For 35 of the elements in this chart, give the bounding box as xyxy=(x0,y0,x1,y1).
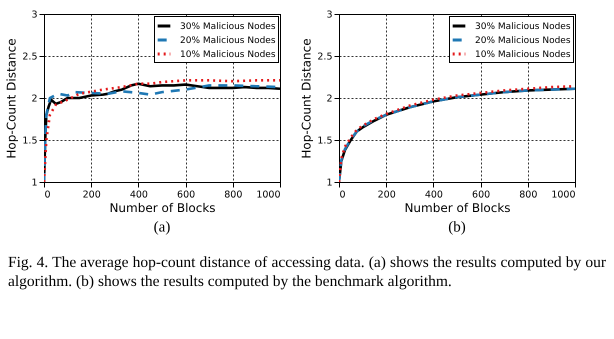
y-tick-label: 2 xyxy=(326,94,332,104)
y-tick-label: 3 xyxy=(31,10,38,20)
x-tick-label: 1000 xyxy=(551,190,576,200)
legend-label: 20% Malicious Nodes xyxy=(475,36,571,46)
y-tick-label: 1 xyxy=(326,178,332,188)
y-tick-label: 3 xyxy=(326,10,332,20)
legend-label: 10% Malicious Nodes xyxy=(180,50,276,60)
legend-label: 20% Malicious Nodes xyxy=(180,36,276,46)
legend-label: 30% Malicious Nodes xyxy=(180,22,276,32)
x-tick-label: 600 xyxy=(472,190,490,200)
y-tick-label: 1 xyxy=(31,178,38,188)
y-axis-title: Hop-Count Distance xyxy=(4,38,18,159)
y-axis-title: Hop-Count Distance xyxy=(299,38,314,159)
x-tick-label: 800 xyxy=(224,190,242,200)
x-tick-label: 1000 xyxy=(256,190,280,200)
x-axis-title: Number of Blocks xyxy=(404,201,511,215)
x-tick-label: 0 xyxy=(340,190,346,200)
x-tick-label: 200 xyxy=(378,190,396,200)
y-tick-label: 1.5 xyxy=(22,136,38,146)
x-tick-label: 400 xyxy=(424,190,443,200)
x-tick-label: 400 xyxy=(130,190,148,200)
y-tick-label: 2.5 xyxy=(22,52,38,62)
legend-label: 10% Malicious Nodes xyxy=(475,50,571,60)
y-tick-label: 2.5 xyxy=(317,52,332,62)
x-tick-label: 0 xyxy=(44,190,51,200)
x-tick-label: 600 xyxy=(177,190,196,200)
y-tick-label: 1.5 xyxy=(317,136,332,146)
text: (b) xyxy=(448,220,466,236)
x-tick-label: 800 xyxy=(519,190,538,200)
x-axis-title: Number of Blocks xyxy=(109,201,216,215)
y-tick-label: 2 xyxy=(31,94,38,104)
text: (a) xyxy=(154,220,170,236)
x-tick-label: 200 xyxy=(82,190,101,200)
caption: Fig. 4. The average hop-count distance of accessing data. (a) shows the results computed by our algorithm. (b) shows the results computed by the benchmark algorithm. xyxy=(8,253,606,291)
legend-label: 30% Malicious Nodes xyxy=(475,22,571,32)
